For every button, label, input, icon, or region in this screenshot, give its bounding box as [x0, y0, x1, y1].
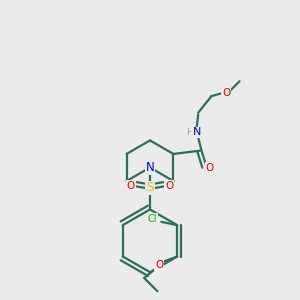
- Text: O: O: [155, 260, 163, 270]
- Text: S: S: [146, 182, 154, 194]
- Text: H: H: [186, 128, 193, 137]
- Text: N: N: [146, 161, 154, 174]
- Text: O: O: [222, 88, 230, 98]
- Text: O: O: [165, 181, 173, 191]
- Text: O: O: [206, 163, 214, 173]
- Text: O: O: [127, 181, 135, 191]
- Text: N: N: [192, 128, 201, 137]
- Text: Cl: Cl: [148, 214, 157, 224]
